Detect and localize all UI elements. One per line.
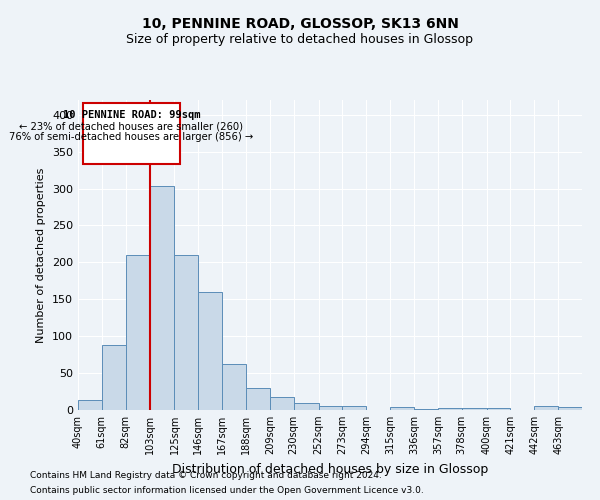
Bar: [390, 407, 414, 410]
Text: 76% of semi-detached houses are larger (856) →: 76% of semi-detached houses are larger (…: [9, 132, 253, 141]
X-axis label: Distribution of detached houses by size in Glossop: Distribution of detached houses by size …: [172, 462, 488, 475]
Text: Size of property relative to detached houses in Glossop: Size of property relative to detached ho…: [127, 32, 473, 46]
Bar: [558, 407, 582, 410]
Bar: [125, 255, 149, 410]
Bar: [222, 364, 246, 410]
Bar: [535, 406, 558, 410]
Bar: [414, 408, 438, 410]
Bar: [487, 408, 511, 410]
Bar: [461, 408, 487, 410]
Bar: [293, 404, 319, 410]
Bar: [438, 408, 461, 410]
Text: Contains HM Land Registry data © Crown copyright and database right 2024.: Contains HM Land Registry data © Crown c…: [30, 471, 382, 480]
Text: Contains public sector information licensed under the Open Government Licence v3: Contains public sector information licen…: [30, 486, 424, 495]
FancyBboxPatch shape: [83, 103, 180, 164]
Bar: [319, 406, 343, 410]
Text: ← 23% of detached houses are smaller (260): ← 23% of detached houses are smaller (26…: [19, 122, 244, 132]
Bar: [199, 292, 222, 410]
Bar: [102, 345, 125, 410]
Text: 10, PENNINE ROAD, GLOSSOP, SK13 6NN: 10, PENNINE ROAD, GLOSSOP, SK13 6NN: [142, 18, 458, 32]
Bar: [175, 255, 199, 410]
Bar: [78, 400, 102, 410]
Bar: [343, 406, 367, 410]
Text: 10 PENNINE ROAD: 99sqm: 10 PENNINE ROAD: 99sqm: [62, 110, 200, 120]
Bar: [270, 398, 293, 410]
Y-axis label: Number of detached properties: Number of detached properties: [37, 168, 46, 342]
Bar: [149, 186, 175, 410]
Bar: [246, 388, 270, 410]
